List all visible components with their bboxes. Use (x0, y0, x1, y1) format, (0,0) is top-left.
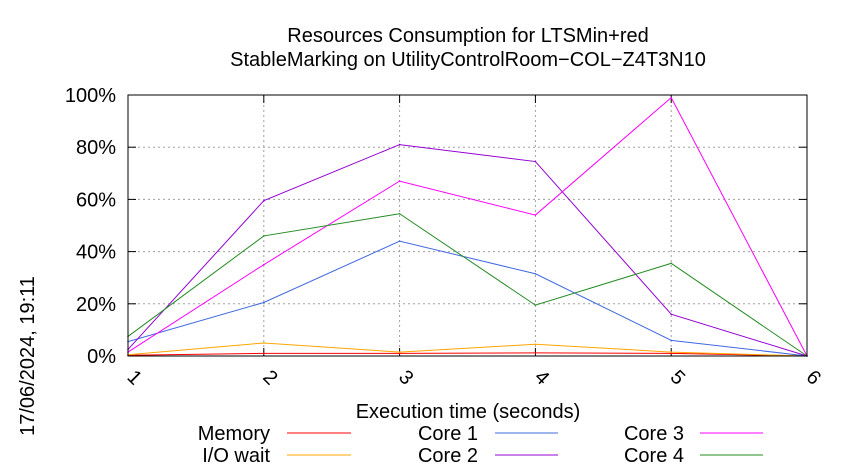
data-point-memory (534, 352, 537, 354)
data-point-core-3 (263, 263, 265, 266)
data-point-memory (398, 352, 401, 355)
series-line-core-1 (127, 240, 808, 357)
x-tick-label: 4 (530, 366, 553, 389)
data-point-core-2 (534, 160, 537, 163)
data-point-core-3 (398, 180, 401, 182)
data-point-core-4 (263, 235, 265, 237)
chart-title-line-1: Resources Consumption for LTSMin+red (287, 25, 648, 47)
data-point-i-o-wait (263, 342, 265, 344)
data-point-core-4 (670, 262, 672, 265)
grid-layer (128, 95, 807, 356)
legend-label-core-1: Core 1 (418, 423, 478, 445)
data-point-core-1 (263, 301, 265, 304)
series-line-core-3 (127, 96, 808, 357)
data-point-core-2 (398, 143, 401, 146)
data-point-core-1 (398, 240, 401, 242)
y-tick-label: 80% (76, 137, 116, 159)
legend-label-core-2: Core 2 (418, 445, 478, 467)
data-point-core-4 (534, 304, 537, 306)
chart-title-line-2: StableMarking on UtilityControlRoom−COL−… (230, 49, 706, 71)
data-point-core-4 (398, 212, 401, 215)
legend-label-i-o-wait: I/O wait (202, 445, 270, 467)
data-point-memory (670, 352, 672, 355)
ticks-layer: 0% 20% 40% 60% 80% 100% 1 2 3 4 5 6 (65, 85, 825, 389)
series-line-i-o-wait (127, 342, 808, 357)
legend-label-core-4: Core 4 (624, 445, 684, 467)
y-tick-label: 20% (76, 294, 116, 316)
y-tick-label: 60% (76, 189, 116, 211)
series-line-memory (127, 352, 808, 357)
x-tick-label: 5 (666, 366, 689, 389)
series-line-core-4 (127, 213, 808, 357)
data-point-i-o-wait (398, 351, 401, 353)
series-layer (127, 96, 808, 357)
x-tick-label: 1 (123, 366, 146, 389)
y-tick-label: 100% (65, 85, 116, 107)
legend-label-memory: Memory (198, 423, 270, 445)
legend-label-core-3: Core 3 (624, 423, 684, 445)
y-tick-label: 40% (76, 242, 116, 264)
x-tick-label: 2 (258, 366, 281, 389)
x-axis-label: Execution time (seconds) (356, 401, 581, 423)
data-point-memory (263, 352, 265, 355)
data-point-core-1 (534, 272, 537, 275)
data-point-core-1 (670, 339, 672, 342)
side-timestamp: 17/06/2024, 19:11 (17, 276, 39, 436)
plot-frame (127, 94, 808, 357)
series-line-core-2 (127, 144, 808, 357)
data-point-i-o-wait (534, 343, 537, 346)
data-point-i-o-wait (670, 351, 672, 353)
data-point-core-2 (670, 313, 672, 316)
data-point-core-2 (263, 199, 265, 202)
y-tick-label: 0% (87, 346, 116, 368)
data-point-core-3 (670, 96, 672, 99)
x-tick-label: 3 (394, 366, 417, 389)
x-tick-label: 6 (802, 366, 825, 389)
data-point-core-3 (534, 214, 537, 216)
